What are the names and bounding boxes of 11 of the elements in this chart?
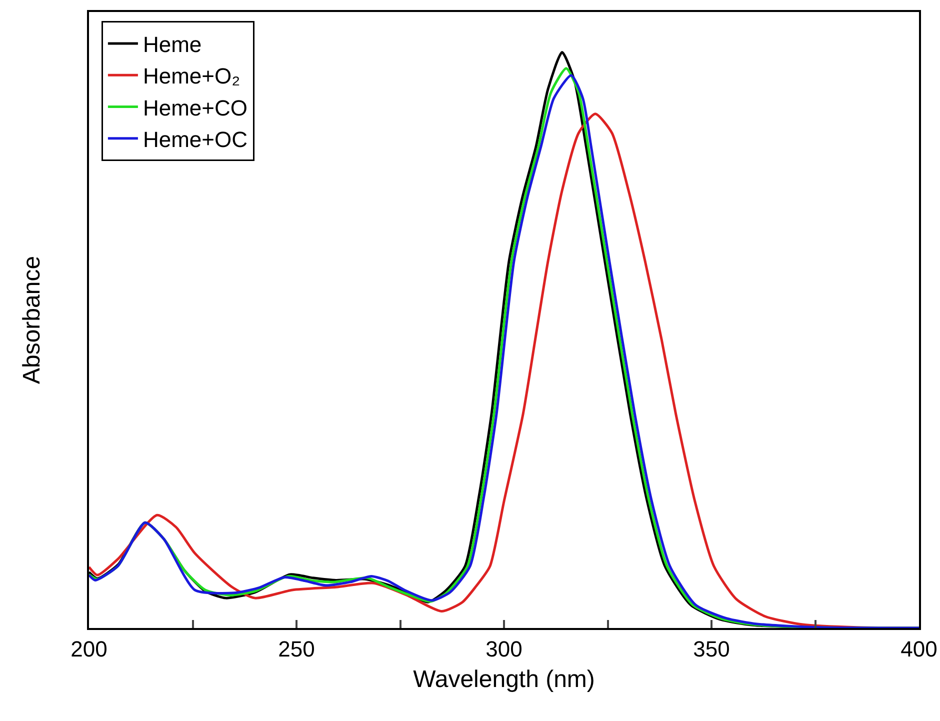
legend-label: Heme bbox=[142, 32, 202, 58]
y-axis-title: Absorbance bbox=[18, 256, 46, 384]
legend-label: Heme+O₂ bbox=[142, 64, 240, 89]
x-axis-title: Wavelength (nm) bbox=[413, 666, 595, 694]
x-tick-label: 250 bbox=[278, 636, 315, 662]
x-tick-label: 200 bbox=[70, 636, 108, 662]
x-tick-label: 400 bbox=[900, 636, 938, 662]
x-tick-label: 300 bbox=[486, 636, 522, 662]
x-tick-label: 350 bbox=[693, 636, 730, 662]
legend-label: Heme+OC bbox=[142, 126, 248, 152]
legend-label: Heme+CO bbox=[142, 95, 248, 120]
